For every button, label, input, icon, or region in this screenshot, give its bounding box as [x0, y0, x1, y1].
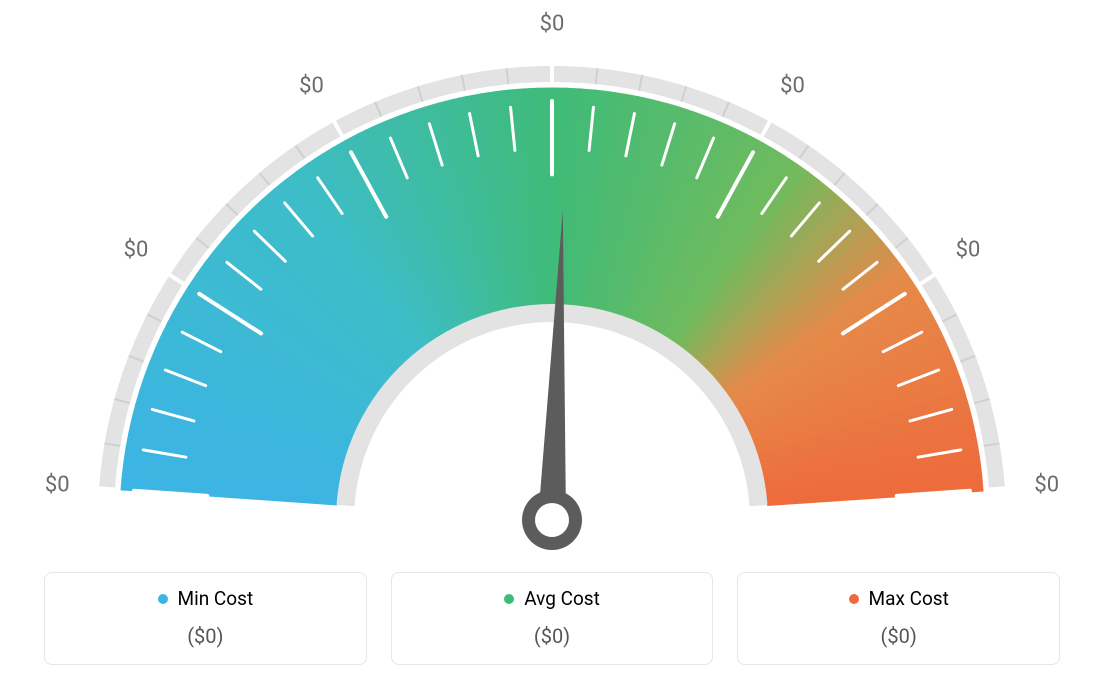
- legend-value: ($0): [748, 624, 1049, 648]
- gauge-scale-label: $0: [780, 74, 805, 99]
- legend-value: ($0): [55, 624, 356, 648]
- legend-label: Min Cost: [178, 587, 254, 610]
- legend-value: ($0): [402, 624, 703, 648]
- legend-title-avg: Avg Cost: [504, 587, 600, 610]
- gauge-scale-label: $0: [124, 237, 149, 262]
- legend-title-max: Max Cost: [849, 587, 949, 610]
- legend-row: Min Cost ($0) Avg Cost ($0) Max Cost ($0…: [0, 572, 1104, 665]
- gauge-chart: $0 $0 $0 $0 $0 $0 $0: [0, 0, 1104, 560]
- gauge-track-tick: [97, 488, 117, 489]
- legend-label: Max Cost: [869, 587, 949, 610]
- gauge-scale-label: $0: [299, 74, 324, 99]
- legend-title-min: Min Cost: [158, 587, 254, 610]
- gauge-track-tick: [987, 488, 1007, 489]
- dot-icon: [849, 594, 859, 604]
- gauge-svg: [0, 0, 1104, 560]
- gauge-scale-label: $0: [45, 473, 70, 498]
- gauge-scale-label: $0: [540, 12, 565, 37]
- legend-card-min: Min Cost ($0): [44, 572, 367, 665]
- legend-card-max: Max Cost ($0): [737, 572, 1060, 665]
- gauge-scale-label: $0: [956, 237, 981, 262]
- gauge-scale-label: $0: [1034, 473, 1059, 498]
- gauge-hub-hole: [535, 503, 569, 537]
- dot-icon: [504, 594, 514, 604]
- legend-label: Avg Cost: [524, 587, 600, 610]
- legend-card-avg: Avg Cost ($0): [391, 572, 714, 665]
- dot-icon: [158, 594, 168, 604]
